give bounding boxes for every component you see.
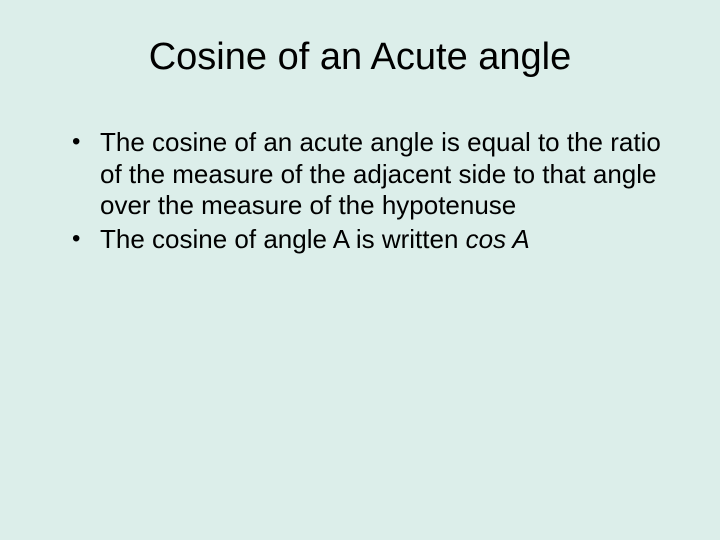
slide-title: Cosine of an Acute angle xyxy=(50,36,670,79)
bullet-list: The cosine of an acute angle is equal to… xyxy=(50,127,670,256)
bullet-text-italic: cos A xyxy=(466,224,530,254)
slide-container: Cosine of an Acute angle The cosine of a… xyxy=(0,0,720,540)
list-item: The cosine of an acute angle is equal to… xyxy=(72,127,670,222)
bullet-text-prefix: The cosine of angle A is written xyxy=(100,224,466,254)
bullet-text: The cosine of an acute angle is equal to… xyxy=(100,127,661,220)
list-item: The cosine of angle A is written cos A xyxy=(72,224,670,256)
